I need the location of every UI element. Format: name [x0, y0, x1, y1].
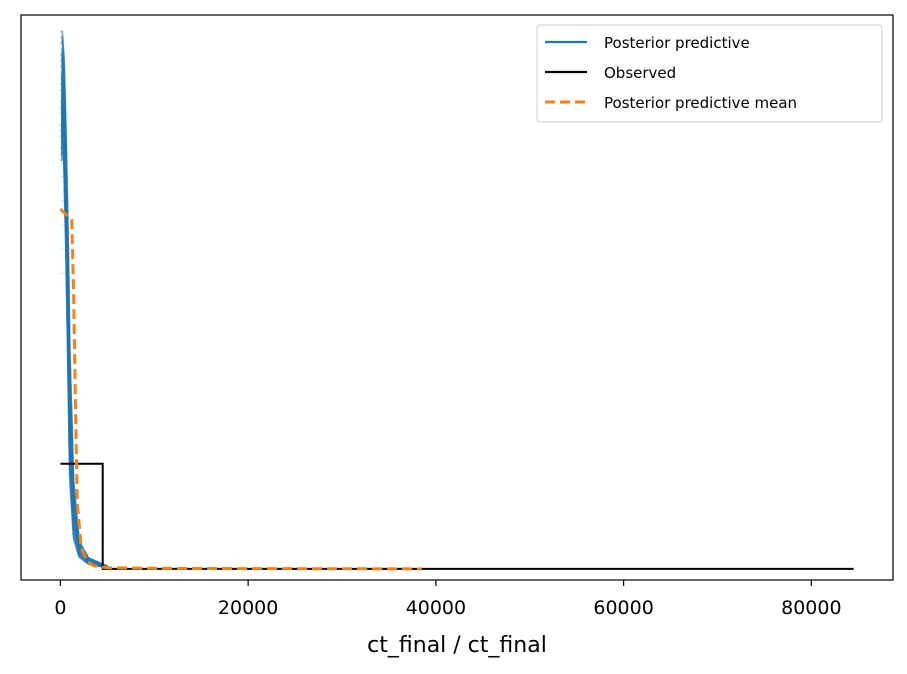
legend-label-posterior-predictive-mean: Posterior predictive mean [604, 94, 797, 112]
plot-area [59, 30, 854, 571]
legend-box [536, 24, 883, 123]
legend-label-posterior-predictive: Posterior predictive [604, 34, 750, 52]
legend: Posterior predictive Observed Posterior … [536, 24, 883, 123]
x-axis-label: ct_final / ct_final [367, 633, 547, 658]
x-tick-label: 60000 [593, 597, 653, 619]
posterior-predictive-draw [60, 30, 108, 567]
x-tick-label: 80000 [781, 597, 841, 619]
legend-label-observed: Observed [604, 64, 676, 82]
x-tick-label: 40000 [406, 597, 466, 619]
axes-frame [20, 14, 894, 581]
observed-line [60, 462, 854, 570]
x-axis-ticks: 0 20000 40000 60000 80000 [54, 580, 842, 619]
x-tick-label: 20000 [218, 597, 278, 619]
x-tick-label: 0 [54, 597, 66, 619]
posterior-predictive-mean-line [59, 207, 422, 571]
